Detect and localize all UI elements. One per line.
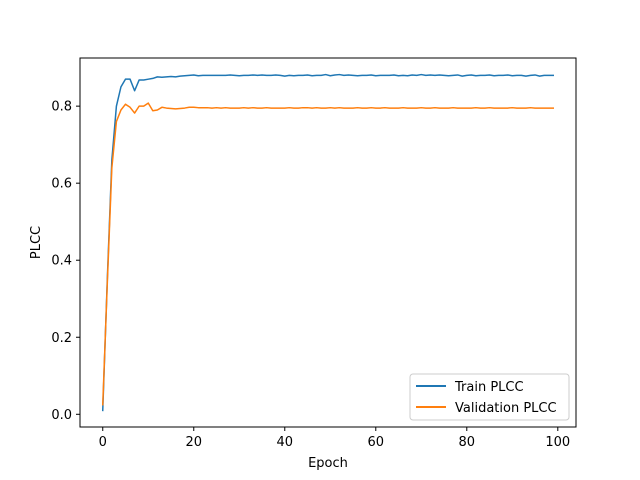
plot-frame: [79, 57, 577, 428]
legend-label-train: Train PLCC: [454, 380, 524, 395]
legend: Train PLCC Validation PLCC: [409, 373, 570, 421]
x-tick-label: 0: [99, 435, 107, 450]
y-tick-label: 0.6: [51, 177, 72, 192]
y-axis-label: PLCC: [29, 226, 44, 259]
series-line-validation: [101, 102, 554, 406]
x-tick-label: 100: [545, 435, 570, 450]
x-tick-label: 20: [185, 435, 202, 450]
x-tick-label: 40: [276, 435, 293, 450]
y-axis: 0.0 0.2 0.4 0.6 0.8: [51, 100, 80, 423]
y-tick-label: 0.0: [51, 408, 72, 423]
series-line-train: [101, 73, 554, 412]
series-layer: [101, 73, 554, 412]
x-axis: 0 20 40 60 80 100: [99, 427, 570, 450]
y-tick-label: 0.2: [51, 331, 72, 346]
legend-box: [409, 373, 570, 421]
x-axis-label: Epoch: [308, 456, 348, 471]
x-tick-label: 60: [368, 435, 385, 450]
y-tick-label: 0.4: [51, 254, 72, 269]
legend-label-validation: Validation PLCC: [455, 401, 557, 416]
y-tick-label: 0.8: [51, 100, 72, 115]
x-tick-label: 80: [459, 435, 476, 450]
